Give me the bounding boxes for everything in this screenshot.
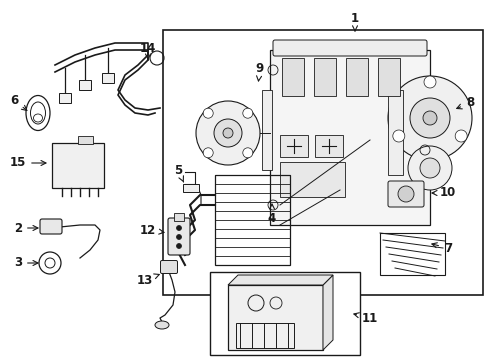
FancyBboxPatch shape xyxy=(40,219,62,234)
Text: 2: 2 xyxy=(14,221,38,234)
Text: 14: 14 xyxy=(140,41,156,60)
Text: 1: 1 xyxy=(350,12,358,31)
Bar xyxy=(102,73,114,83)
FancyBboxPatch shape xyxy=(168,218,190,255)
FancyBboxPatch shape xyxy=(387,181,423,207)
Text: 9: 9 xyxy=(255,62,264,81)
Bar xyxy=(59,93,71,103)
Text: 6: 6 xyxy=(10,94,27,111)
Bar xyxy=(280,135,307,157)
Bar xyxy=(78,136,93,144)
Bar xyxy=(314,135,342,157)
Circle shape xyxy=(409,98,449,138)
Circle shape xyxy=(419,158,439,178)
Circle shape xyxy=(176,225,181,230)
FancyBboxPatch shape xyxy=(272,40,426,56)
Circle shape xyxy=(203,148,213,158)
Bar xyxy=(282,58,304,96)
Circle shape xyxy=(203,108,213,118)
Circle shape xyxy=(176,243,181,248)
Circle shape xyxy=(422,111,436,125)
Bar xyxy=(52,143,104,188)
Circle shape xyxy=(214,119,242,147)
Bar xyxy=(79,80,91,90)
Bar xyxy=(346,58,367,96)
Polygon shape xyxy=(227,275,332,285)
Text: 7: 7 xyxy=(431,242,451,255)
Bar xyxy=(379,233,444,275)
Bar xyxy=(280,162,345,197)
Bar xyxy=(163,30,482,295)
Text: 3: 3 xyxy=(14,256,38,270)
Circle shape xyxy=(387,76,471,160)
Text: 13: 13 xyxy=(137,274,159,287)
Bar xyxy=(215,175,289,265)
Text: 12: 12 xyxy=(140,224,163,237)
Circle shape xyxy=(196,101,260,165)
Polygon shape xyxy=(323,275,332,350)
Circle shape xyxy=(454,130,466,142)
Circle shape xyxy=(223,128,232,138)
Circle shape xyxy=(243,108,252,118)
Bar xyxy=(236,323,293,348)
Circle shape xyxy=(392,130,404,142)
Circle shape xyxy=(397,186,413,202)
Text: 11: 11 xyxy=(353,311,377,324)
Bar xyxy=(262,90,271,170)
Circle shape xyxy=(243,148,252,158)
Text: 10: 10 xyxy=(431,186,455,199)
Bar xyxy=(209,272,359,355)
FancyBboxPatch shape xyxy=(269,50,429,225)
Text: 4: 4 xyxy=(267,204,276,225)
Bar xyxy=(183,184,199,192)
Bar xyxy=(174,213,183,221)
Bar xyxy=(377,58,399,96)
Bar xyxy=(227,285,323,350)
FancyBboxPatch shape xyxy=(160,261,177,274)
Ellipse shape xyxy=(155,321,169,329)
Bar xyxy=(387,90,402,175)
Bar xyxy=(313,58,335,96)
Text: 5: 5 xyxy=(174,163,183,182)
Circle shape xyxy=(407,146,451,190)
Circle shape xyxy=(176,234,181,239)
Circle shape xyxy=(423,76,435,88)
Text: 15: 15 xyxy=(10,157,46,170)
Text: 8: 8 xyxy=(456,96,473,109)
